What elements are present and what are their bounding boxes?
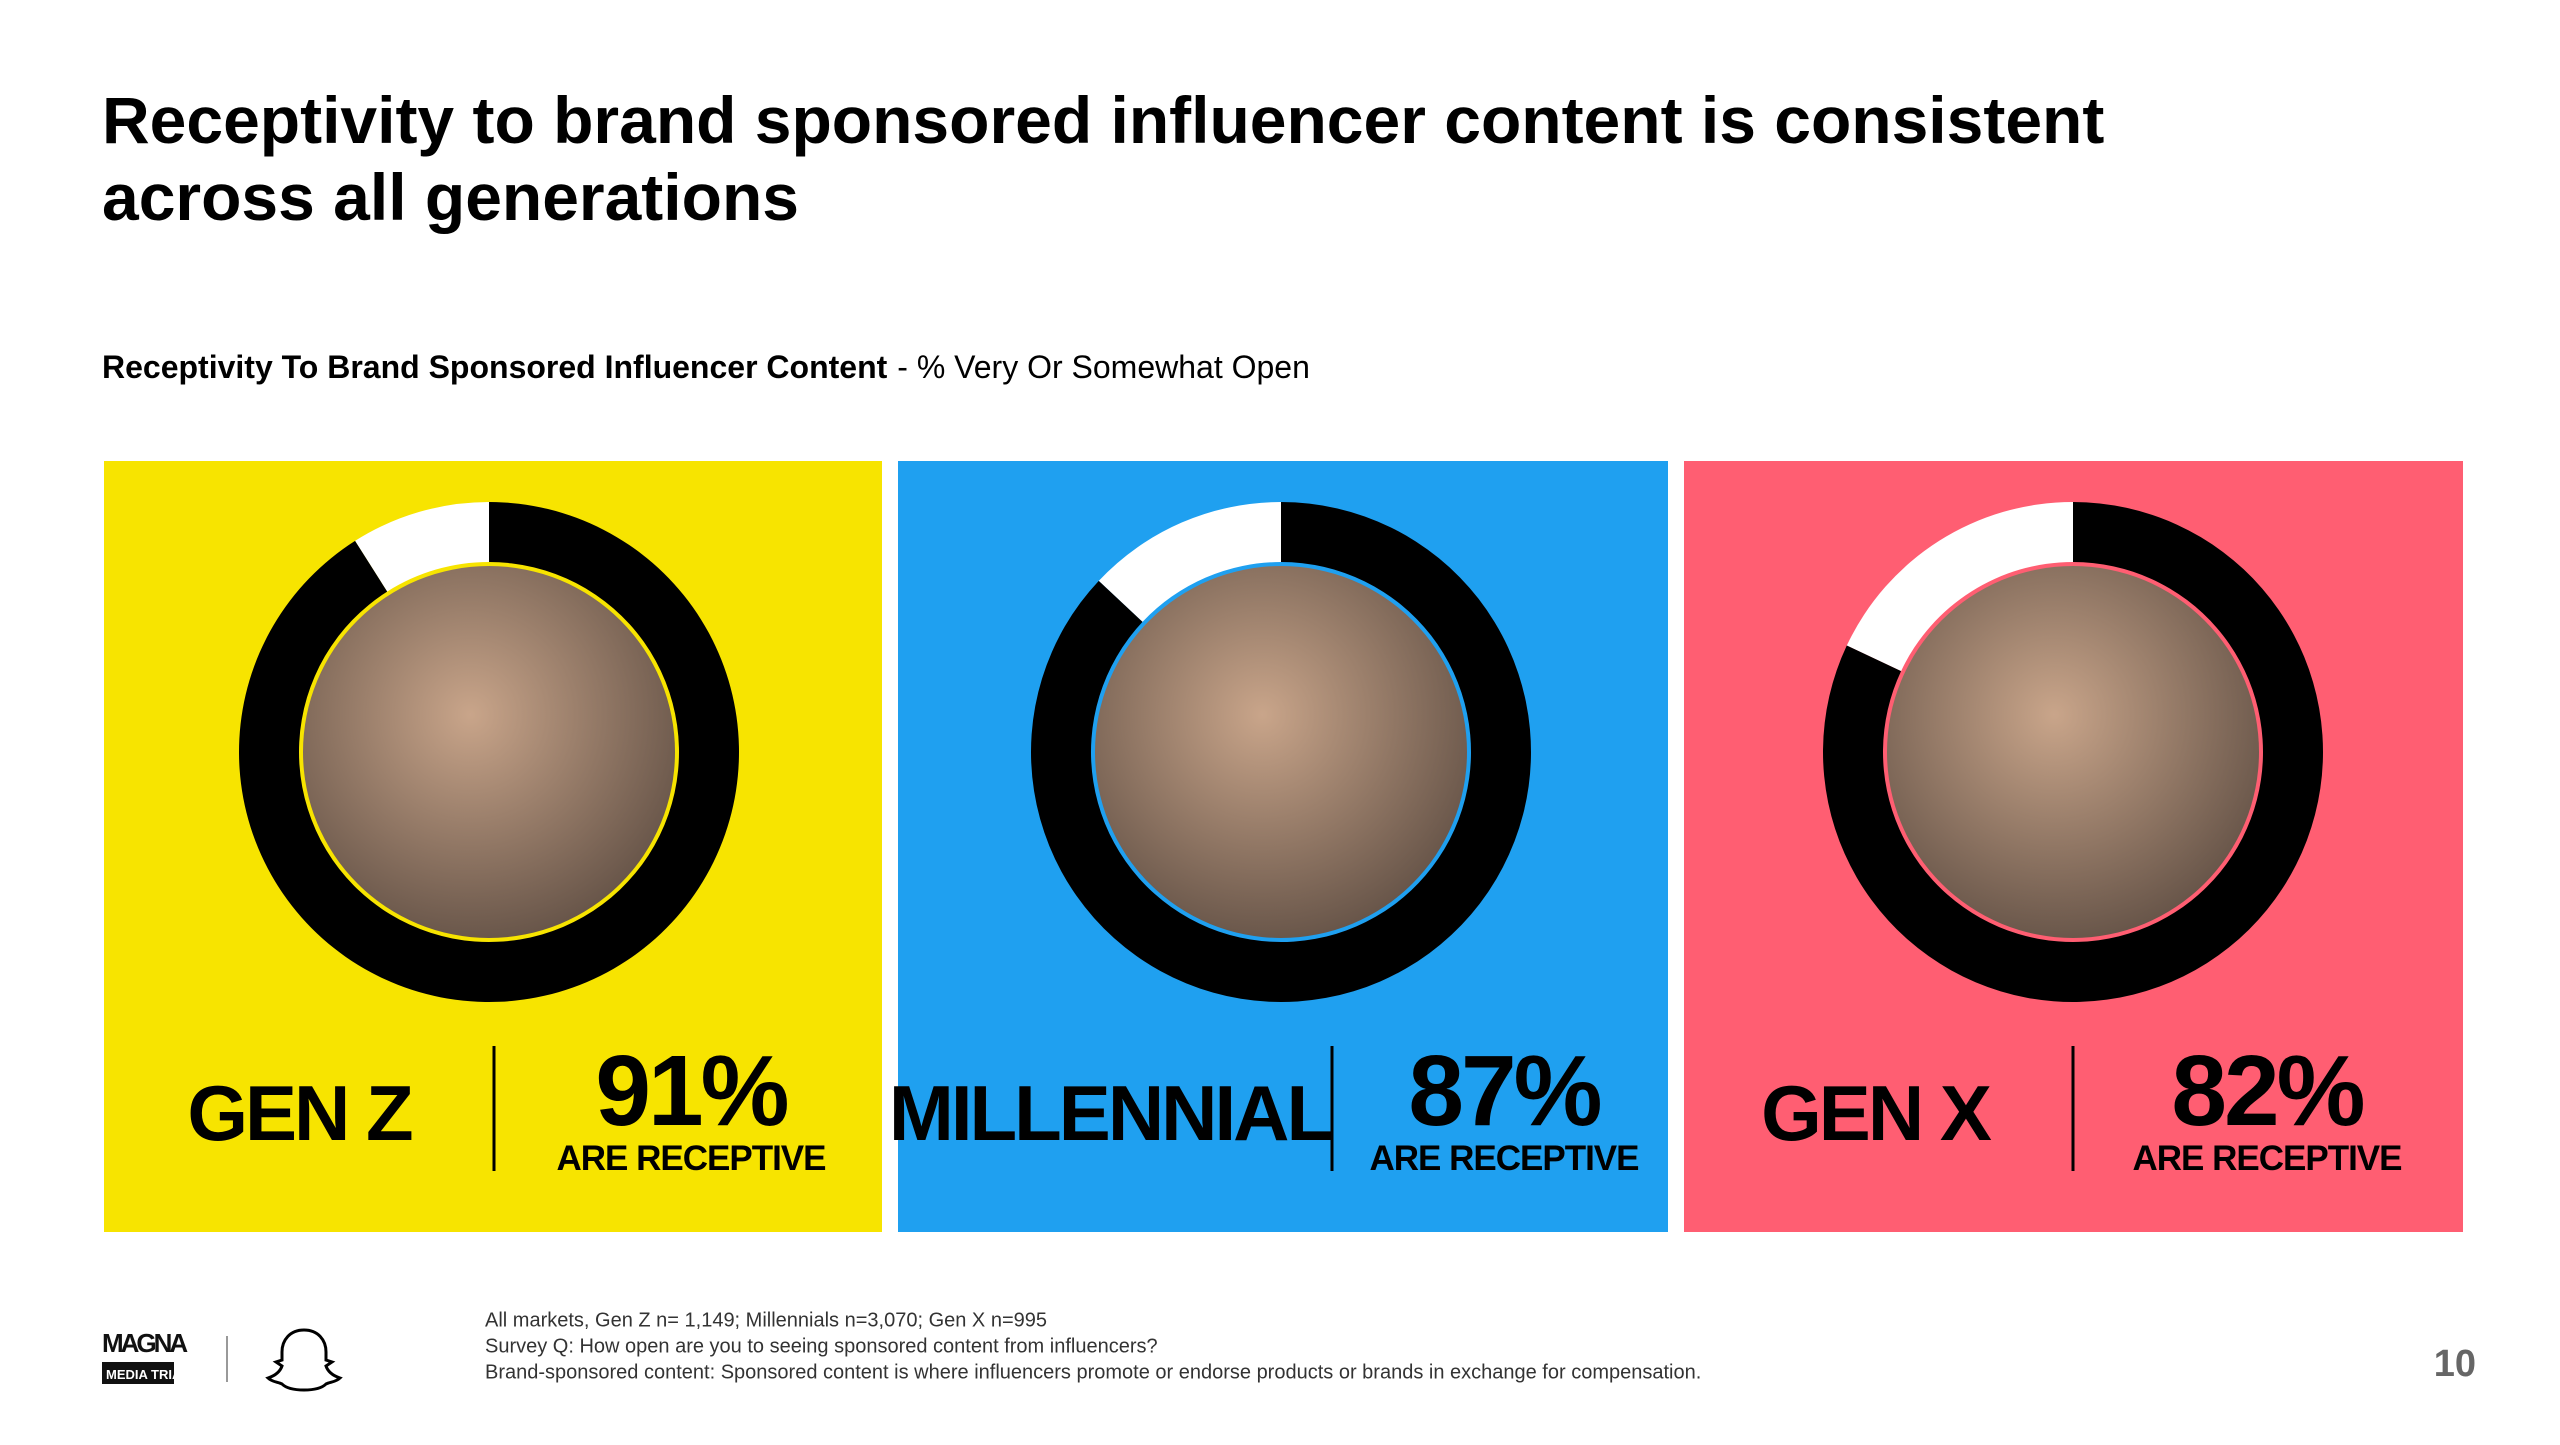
footnote: Brand-sponsored content: Sponsored conte… — [485, 1361, 1701, 1383]
title-line: Receptivity to brand sponsored influence… — [102, 83, 2104, 157]
title-line: across all generations — [102, 160, 799, 234]
donut-remainder — [355, 502, 489, 592]
photo-placeholder — [1887, 566, 2259, 938]
value-label: 82% — [2171, 1035, 2363, 1147]
generation-label: GEN Z — [187, 1069, 412, 1157]
generation-label: MILLENNIAL — [889, 1069, 1333, 1157]
page-number: 10 — [2434, 1343, 2476, 1385]
snapchat-icon — [265, 1328, 343, 1392]
value-label: 87% — [1408, 1035, 1600, 1147]
photo-placeholder — [1095, 566, 1467, 938]
donut-remainder — [1098, 502, 1281, 622]
subtitle-rest: - % Very Or Somewhat Open — [897, 349, 1310, 385]
logo-bottom: MEDIA TRIALS — [106, 1367, 198, 1382]
footnote: All markets, Gen Z n= 1,149; Millennials… — [485, 1309, 1047, 1331]
subtitle: Receptivity To Brand Sponsored Influence… — [102, 349, 1310, 385]
donut-remainder — [1846, 502, 2073, 672]
footnote: Survey Q: How open are you to seeing spo… — [485, 1335, 1158, 1357]
photo-placeholder — [303, 566, 675, 938]
value-caption: ARE RECEPTIVE — [2133, 1139, 2402, 1178]
value-label: 91% — [595, 1035, 787, 1147]
value-caption: ARE RECEPTIVE — [557, 1139, 826, 1178]
logo-top: MAGNA — [102, 1328, 188, 1358]
subtitle-bold: Receptivity To Brand Sponsored Influence… — [102, 349, 888, 385]
generation-label: GEN X — [1761, 1069, 1992, 1157]
value-caption: ARE RECEPTIVE — [1370, 1139, 1639, 1178]
logo-bar — [102, 1362, 174, 1384]
